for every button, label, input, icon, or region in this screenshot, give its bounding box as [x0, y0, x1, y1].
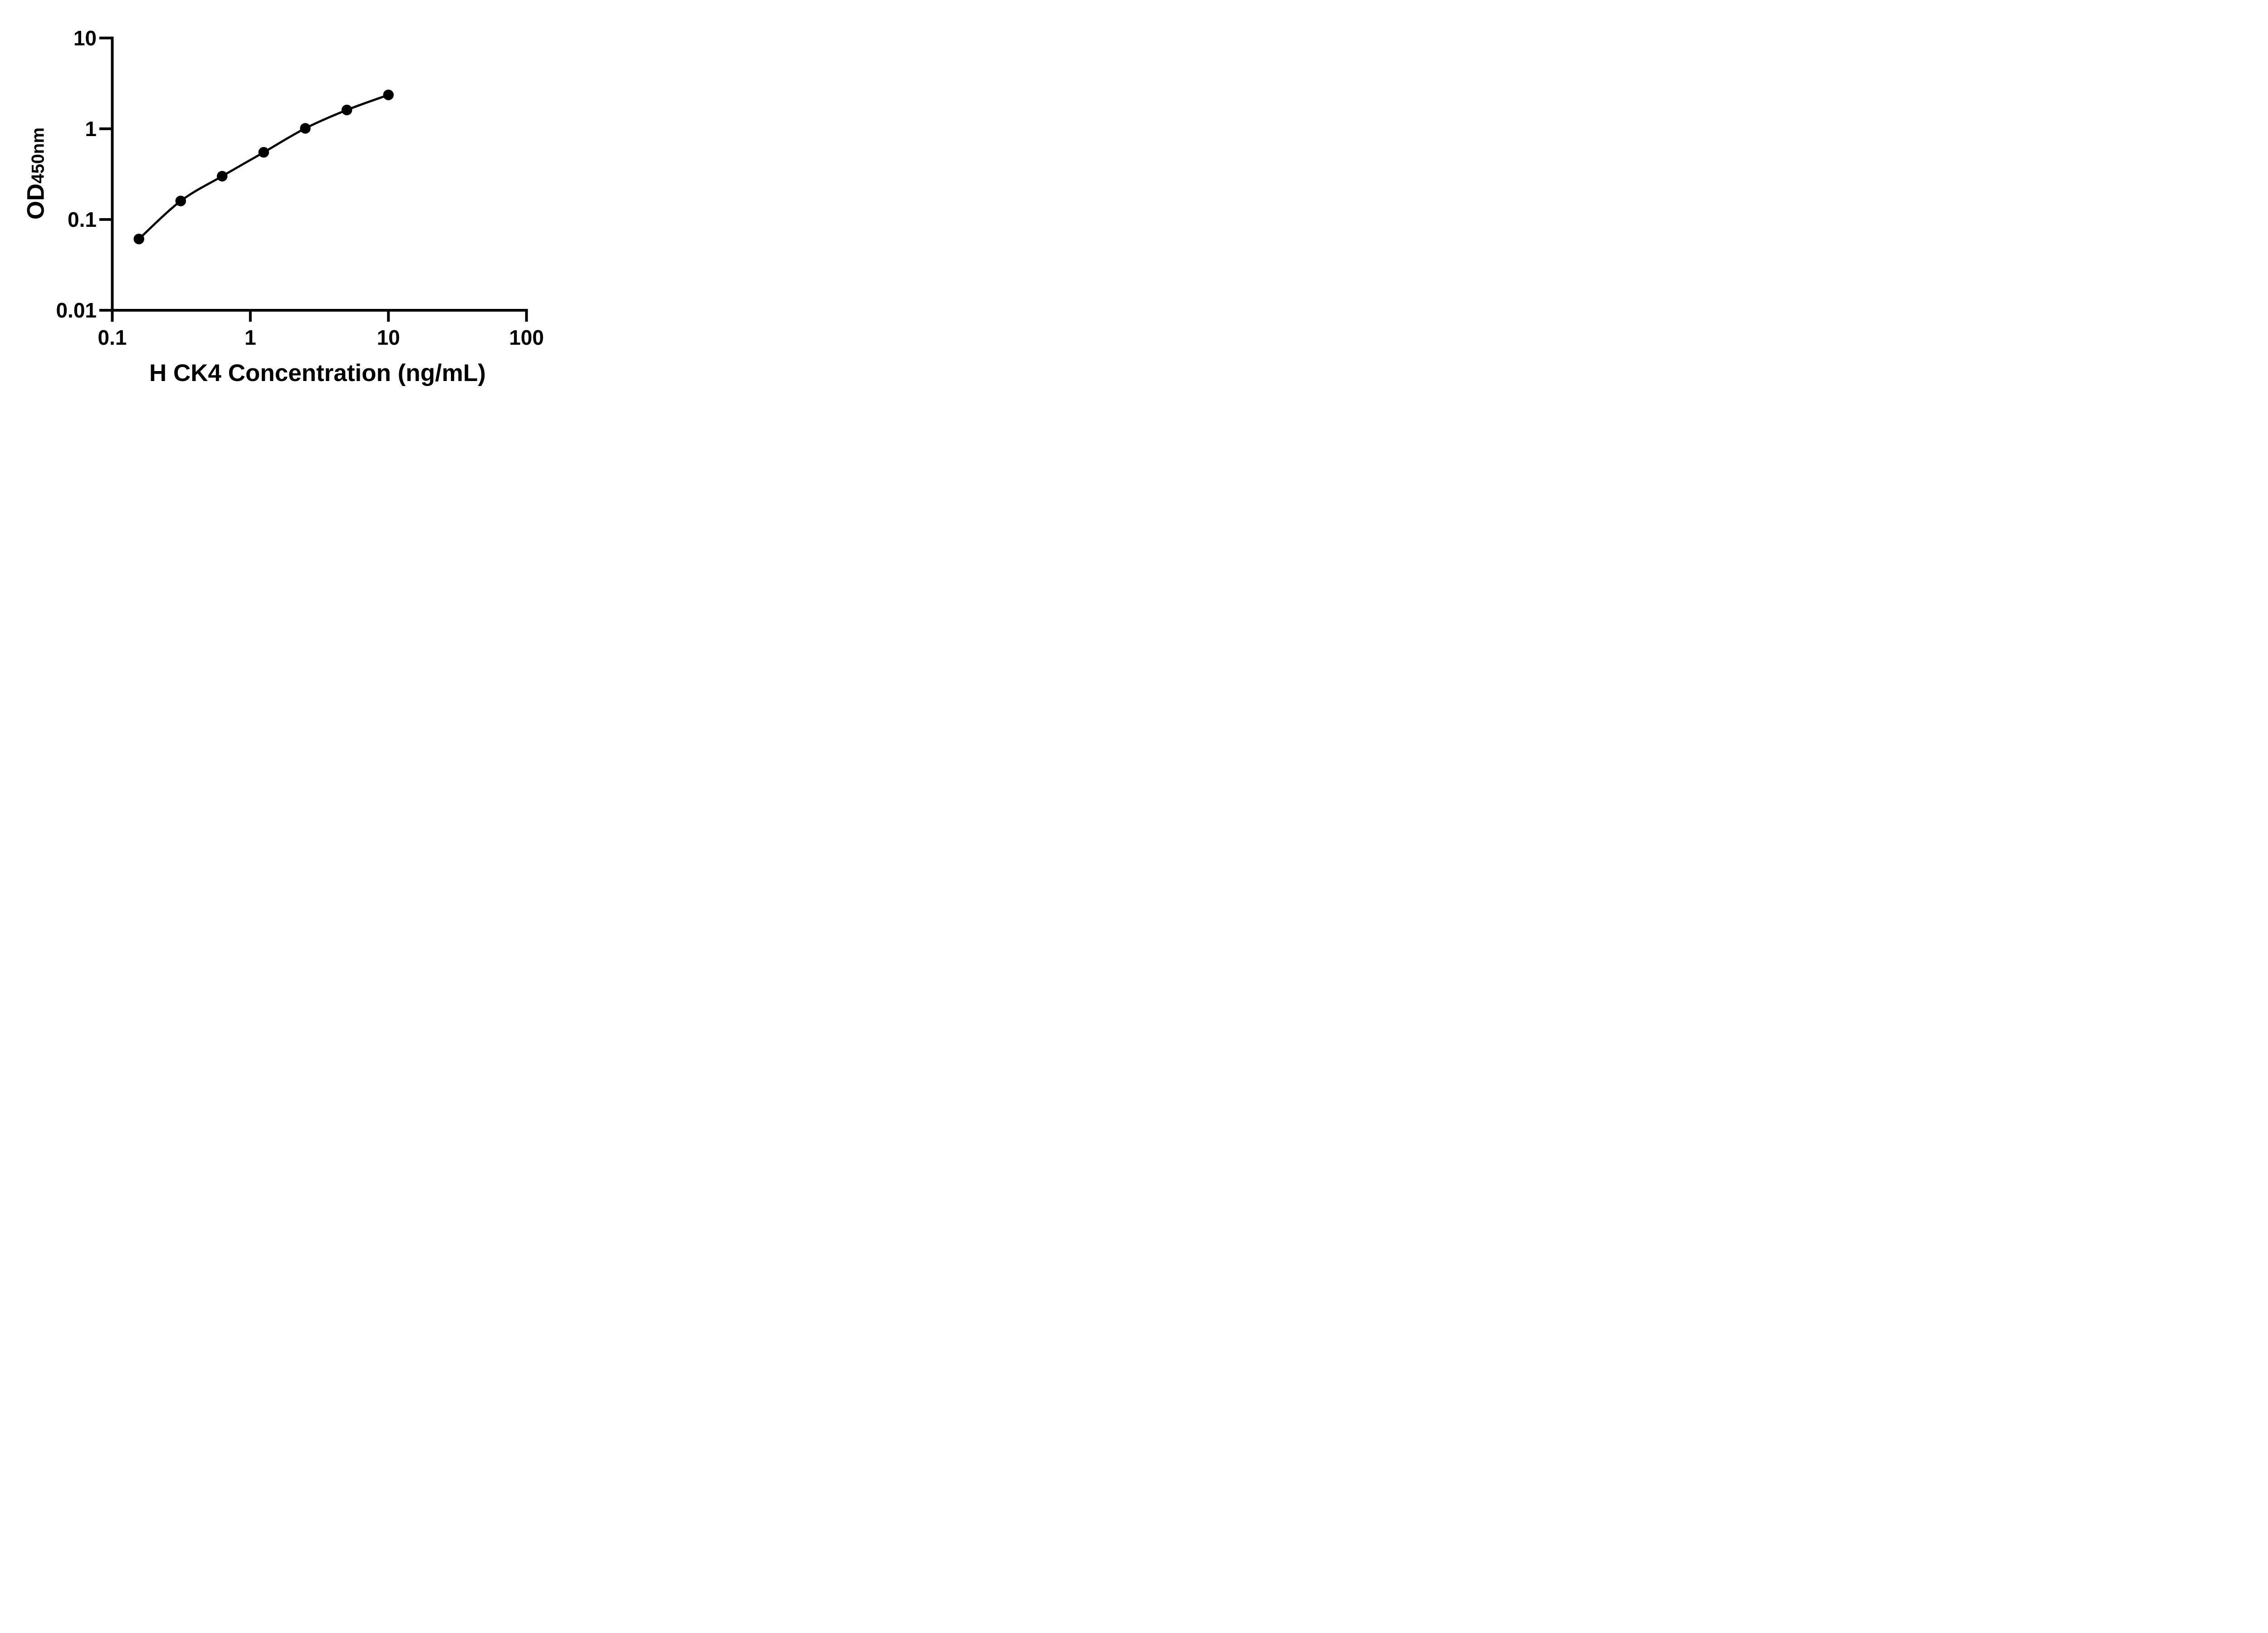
- y-tick-label: 0.1: [68, 208, 97, 231]
- data-point: [258, 147, 269, 158]
- data-point: [300, 123, 311, 134]
- x-axis-title: H CK4 Concentration (ng/mL): [149, 360, 486, 386]
- x-tick-label: 100: [509, 326, 544, 349]
- data-point: [341, 104, 352, 116]
- fitted-curve: [138, 93, 389, 240]
- x-tick-label: 10: [377, 326, 400, 349]
- y-axis-title-main: OD: [23, 184, 49, 220]
- y-axis-title-subscript: 450nm: [29, 127, 48, 184]
- x-tick-label: 1: [244, 326, 256, 349]
- data-point: [133, 234, 145, 244]
- x-tick-label: 0.1: [98, 326, 127, 349]
- y-axis-title: OD450nm: [23, 127, 49, 220]
- elisa-standard-curve-figure: 10 1 0.1 0.01 0.1 1 10 100 H CK4 Concentration …: [0, 0, 583, 408]
- data-point: [217, 171, 228, 182]
- y-tick-label: 10: [73, 26, 97, 50]
- series-layer: [133, 89, 394, 244]
- data-point: [383, 89, 394, 100]
- y-tick-label: 0.01: [56, 298, 97, 322]
- axes-layer: [99, 36, 528, 322]
- data-point: [175, 196, 186, 206]
- y-tick-label: 1: [85, 117, 97, 141]
